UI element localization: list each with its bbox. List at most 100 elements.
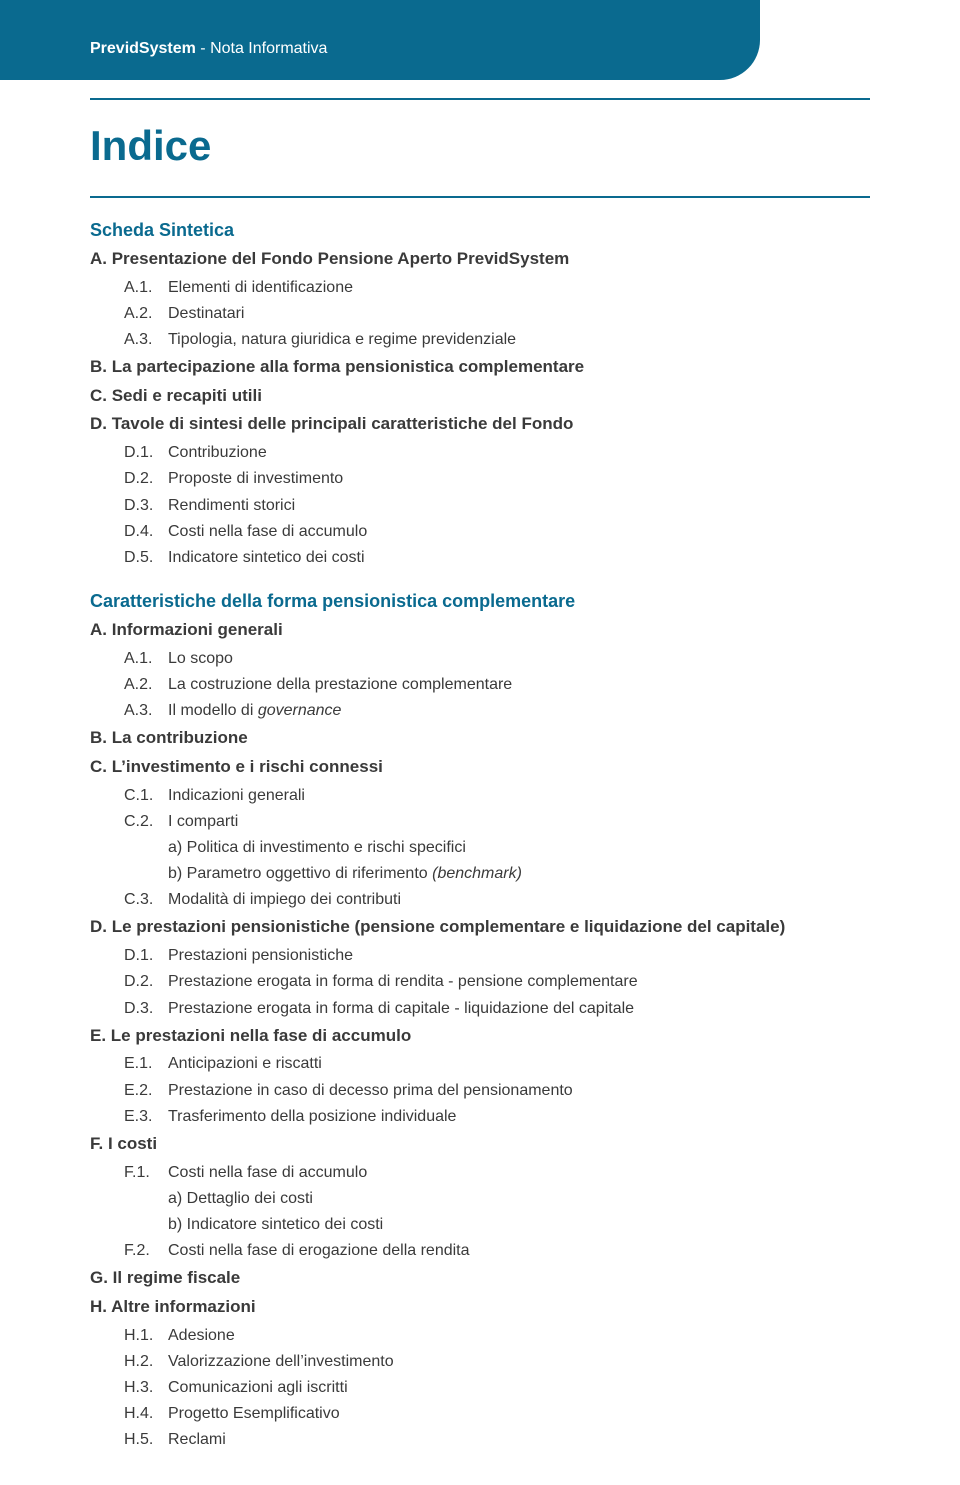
toc-level2: A.2.Destinatari <box>124 302 870 325</box>
toc-section-title: Caratteristiche della forma pensionistic… <box>90 591 870 612</box>
toc-level1: B. La partecipazione alla forma pensioni… <box>90 355 870 380</box>
toc-item-number: A.2. <box>124 302 168 325</box>
toc-level1: C. Sedi e recapiti utili <box>90 384 870 409</box>
toc-level1: A. Informazioni generali <box>90 618 870 643</box>
toc-item-text: Trasferimento della posizione individual… <box>168 1105 456 1128</box>
toc-item-number: D.3. <box>124 997 168 1020</box>
toc-level2: A.1.Lo scopo <box>124 647 870 670</box>
toc-level2: D.3.Prestazione erogata in forma di capi… <box>124 997 870 1020</box>
toc-item-number: E.1. <box>124 1052 168 1075</box>
toc-item-text: Anticipazioni e riscatti <box>168 1052 322 1075</box>
toc-item-text: Reclami <box>168 1428 226 1451</box>
header-subtitle: Nota Informativa <box>210 40 327 57</box>
toc-level2: A.1.Elementi di identificazione <box>124 276 870 299</box>
toc-item-text: Valorizzazione dell’investimento <box>168 1350 394 1373</box>
toc-level2: D.2.Proposte di investimento <box>124 467 870 490</box>
toc-item-number: A.3. <box>124 699 168 722</box>
toc-level2: H.3.Comunicazioni agli iscritti <box>124 1376 870 1399</box>
toc-item-number: C.1. <box>124 784 168 807</box>
toc-item-number: D.5. <box>124 546 168 569</box>
toc-level2: H.4.Progetto Esemplificativo <box>124 1402 870 1425</box>
toc-item-number: H.1. <box>124 1324 168 1347</box>
toc-level2: A.3.Tipologia, natura giuridica e regime… <box>124 328 870 351</box>
table-of-contents: Scheda SinteticaA. Presentazione del Fon… <box>90 220 870 1452</box>
toc-item-number: H.3. <box>124 1376 168 1399</box>
toc-item-text: Destinatari <box>168 302 244 325</box>
toc-item-number: D.1. <box>124 441 168 464</box>
toc-level2: F.2.Costi nella fase di erogazione della… <box>124 1239 870 1262</box>
toc-item-text: Costi nella fase di accumulo <box>168 1161 367 1184</box>
toc-item-number: E.2. <box>124 1079 168 1102</box>
toc-level2: H.2.Valorizzazione dell’investimento <box>124 1350 870 1373</box>
page-title: Indice <box>90 122 870 170</box>
header-separator: - <box>196 40 210 57</box>
toc-level3: b) Indicatore sintetico dei costi <box>168 1213 870 1236</box>
toc-level3: a) Dettaglio dei costi <box>168 1187 870 1210</box>
toc-level2: H.5.Reclami <box>124 1428 870 1451</box>
toc-item-number: F.1. <box>124 1161 168 1184</box>
toc-item-text: Costi nella fase di erogazione della ren… <box>168 1239 470 1262</box>
toc-level1: B. La contribuzione <box>90 726 870 751</box>
toc-item-number: A.2. <box>124 673 168 696</box>
toc-level1: F. I costi <box>90 1132 870 1157</box>
toc-level2: A.2.La costruzione della prestazione com… <box>124 673 870 696</box>
toc-level2: D.3.Rendimenti storici <box>124 494 870 517</box>
toc-item-number: H.2. <box>124 1350 168 1373</box>
toc-item-text: Costi nella fase di accumulo <box>168 520 367 543</box>
toc-level2: E.2.Prestazione in caso di decesso prima… <box>124 1079 870 1102</box>
toc-level3: a) Politica di investimento e rischi spe… <box>168 836 870 859</box>
toc-level2: D.2.Prestazione erogata in forma di rend… <box>124 970 870 993</box>
toc-level2: H.1.Adesione <box>124 1324 870 1347</box>
toc-item-text: Modalità di impiego dei contributi <box>168 888 401 911</box>
toc-item-number: D.4. <box>124 520 168 543</box>
toc-level1: H. Altre informazioni <box>90 1295 870 1320</box>
content-area: Indice Scheda SinteticaA. Presentazione … <box>0 80 960 1485</box>
toc-item-text: Prestazione erogata in forma di capitale… <box>168 997 634 1020</box>
toc-level1: C. L’investimento e i rischi connessi <box>90 755 870 780</box>
toc-item-text: Contribuzione <box>168 441 267 464</box>
toc-item-number: D.1. <box>124 944 168 967</box>
toc-item-text: Prestazioni pensionistiche <box>168 944 353 967</box>
toc-section-title: Scheda Sintetica <box>90 220 870 241</box>
toc-item-number: C.2. <box>124 810 168 833</box>
toc-item-number: H.5. <box>124 1428 168 1451</box>
toc-level2: D.1.Contribuzione <box>124 441 870 464</box>
toc-level2: D.1.Prestazioni pensionistiche <box>124 944 870 967</box>
toc-item-text: Prestazione erogata in forma di rendita … <box>168 970 638 993</box>
toc-level2: C.2.I comparti <box>124 810 870 833</box>
toc-level2: D.4.Costi nella fase di accumulo <box>124 520 870 543</box>
toc-item-text: Rendimenti storici <box>168 494 295 517</box>
toc-item-number: D.3. <box>124 494 168 517</box>
toc-item-number: A.1. <box>124 276 168 299</box>
toc-item-number: D.2. <box>124 970 168 993</box>
toc-item-number: A.3. <box>124 328 168 351</box>
toc-item-text: Indicazioni generali <box>168 784 305 807</box>
header-text: PrevidSystem - Nota Informativa <box>90 40 327 57</box>
toc-level2: F.1.Costi nella fase di accumulo <box>124 1161 870 1184</box>
toc-item-text: Proposte di investimento <box>168 467 343 490</box>
toc-item-number: F.2. <box>124 1239 168 1262</box>
toc-item-text: Lo scopo <box>168 647 233 670</box>
document-header: PrevidSystem - Nota Informativa <box>0 0 760 80</box>
title-rule <box>90 196 870 198</box>
toc-level2: C.1.Indicazioni generali <box>124 784 870 807</box>
toc-item-text: La costruzione della prestazione complem… <box>168 673 512 696</box>
toc-level2: E.3.Trasferimento della posizione indivi… <box>124 1105 870 1128</box>
toc-item-text: Elementi di identificazione <box>168 276 353 299</box>
toc-level2: E.1.Anticipazioni e riscatti <box>124 1052 870 1075</box>
toc-item-number: H.4. <box>124 1402 168 1425</box>
toc-level2: C.3.Modalità di impiego dei contributi <box>124 888 870 911</box>
top-rule <box>90 98 870 100</box>
toc-level3: b) Parametro oggettivo di riferimento (b… <box>168 862 870 885</box>
toc-item-text: Il modello di governance <box>168 699 341 722</box>
toc-item-text: Progetto Esemplificativo <box>168 1402 340 1425</box>
toc-item-text: I comparti <box>168 810 238 833</box>
toc-level2: A.3.Il modello di governance <box>124 699 870 722</box>
toc-item-text: Comunicazioni agli iscritti <box>168 1376 348 1399</box>
toc-item-text: Indicatore sintetico dei costi <box>168 546 365 569</box>
toc-level2: D.5.Indicatore sintetico dei costi <box>124 546 870 569</box>
toc-item-number: E.3. <box>124 1105 168 1128</box>
toc-item-text: Tipologia, natura giuridica e regime pre… <box>168 328 516 351</box>
toc-item-number: D.2. <box>124 467 168 490</box>
toc-level1: D. Tavole di sintesi delle principali ca… <box>90 412 870 437</box>
